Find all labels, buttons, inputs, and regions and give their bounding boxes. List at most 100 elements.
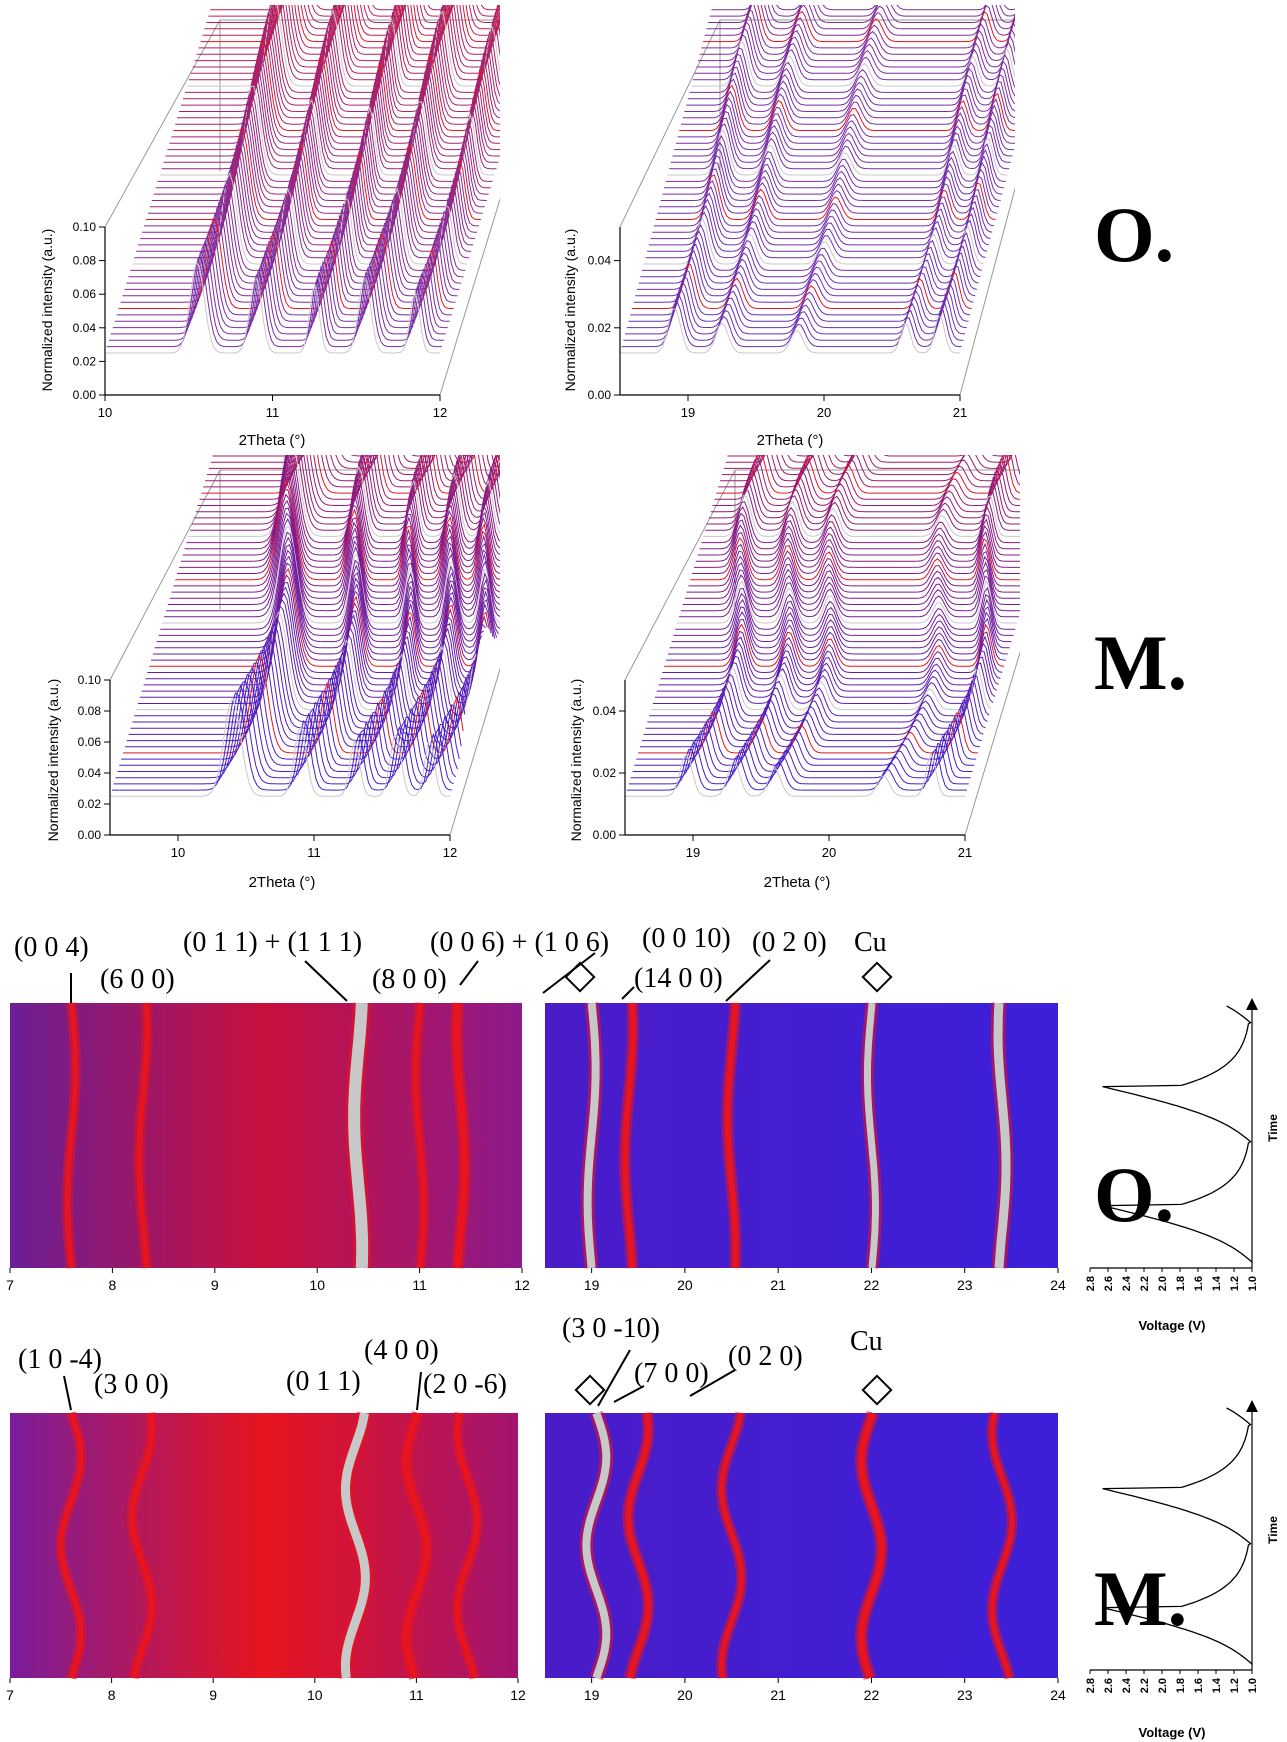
trace [695, 518, 1020, 562]
trace [182, 456, 500, 556]
trace [692, 33, 1015, 81]
y-tick-label: 0.02 [78, 797, 102, 811]
trace [145, 129, 481, 220]
trace [677, 579, 1018, 624]
x-tick-label: 1.2 [1229, 1678, 1241, 1693]
x-axis: 7 8 9 10 11 12 [6, 1268, 530, 1293]
x-tick-label: 21 [770, 1277, 786, 1293]
trace [120, 212, 456, 303]
x-axis-label: 2Theta (°) [764, 874, 831, 891]
x-tick-label: 2.6 [1103, 1678, 1115, 1693]
annot-006-106: (0 0 6) + (1 0 6) [430, 927, 609, 958]
trace [149, 567, 490, 667]
trace [630, 734, 971, 779]
trace [167, 507, 500, 605]
trace [151, 108, 487, 202]
annotations-o-high: (0 0 6) + (1 0 6) (0 0 10) (14 0 0) (0 2… [430, 923, 893, 1002]
annot-700: (7 0 0) [634, 1358, 709, 1389]
annot-020: (0 2 0) [728, 1341, 803, 1372]
trace [173, 488, 500, 587]
x-tick-label: 2.0 [1157, 1276, 1169, 1291]
waterfall-o-high: 2Theta (°) Normalized intensity (a.u.) 1… [565, 5, 1015, 449]
x-axis: 19 20 21 22 23 24 [584, 1678, 1066, 1703]
trace [147, 574, 488, 674]
trace [134, 617, 475, 717]
row-label-m-top: M. [1094, 619, 1188, 706]
trace [142, 141, 477, 233]
x-tick-label: 11 [266, 405, 280, 420]
trace [128, 184, 464, 278]
x-tick-label: 12 [514, 1277, 530, 1293]
x-tick-label: 2.0 [1157, 1678, 1169, 1693]
trace [662, 148, 1003, 195]
trace [664, 623, 1005, 667]
trace [140, 146, 476, 240]
trace [192, 455, 500, 525]
trace [708, 475, 1020, 519]
y-axis-label: Normalized intensity (a.u.) [568, 679, 584, 842]
trace [130, 630, 471, 729]
trace [669, 606, 1010, 649]
x-tick-label: 20 [822, 845, 836, 860]
trace [111, 692, 452, 791]
trace [124, 198, 460, 290]
annot-0010: (0 0 10) [642, 923, 731, 954]
annotations-m-high: (3 0 -10) (7 0 0) (0 2 0) Cu [562, 1313, 893, 1407]
trace [703, 5, 1015, 43]
annot-011: (0 1 1) [286, 1366, 361, 1397]
streak [724, 1002, 739, 1269]
trace [673, 592, 1014, 636]
trace [710, 469, 1020, 513]
streak [136, 1002, 150, 1269]
trace [625, 753, 965, 797]
voltage-m: Voltage (V) Time 2.8 2.6 2.4 2.2 2.0 1.8 1.6 1.… [1085, 1400, 1280, 1740]
trace [163, 70, 499, 163]
back-walls [619, 19, 1015, 396]
annot-20-6: (2 0 -6) [423, 1369, 507, 1400]
x-tick-label: 19 [686, 845, 700, 860]
back-walls [104, 19, 500, 396]
x-tick-label: 1.4 [1211, 1677, 1223, 1693]
trace [665, 134, 1006, 182]
trace [701, 5, 1015, 49]
trace [134, 165, 470, 259]
y-axis-label: Normalized intensity (a.u.) [39, 229, 55, 392]
waterfall-traces [105, 5, 500, 354]
trace [114, 229, 450, 322]
waterfall-traces [625, 455, 1020, 797]
x-tick-label: 2.8 [1085, 1276, 1097, 1291]
diamond-marker [564, 961, 596, 993]
x-tick-label: 1.0 [1247, 1678, 1259, 1693]
trace [190, 5, 500, 74]
trace [144, 135, 480, 227]
waterfall-m-low: 2Theta (°) Normalized intensity (a.u.) 1… [45, 455, 500, 891]
trace [707, 481, 1020, 525]
trace [675, 97, 1015, 144]
trace [682, 72, 1015, 119]
trace [153, 102, 489, 195]
trace [162, 525, 500, 624]
x-axis: 7 8 9 10 11 12 [6, 1678, 526, 1703]
x-tick-label: 2.2 [1139, 1678, 1151, 1693]
trace [696, 21, 1015, 68]
voltage-o: Voltage (V) Time 2.8 2.6 2.4 2.2 2.0 1.8 1.6 1.… [1085, 998, 1280, 1333]
trace [649, 673, 990, 717]
annot-30-10: (3 0 -10) [562, 1313, 660, 1344]
x-tick-label: 8 [108, 1687, 116, 1703]
heatmap-body [10, 1411, 518, 1680]
axes: 10 11 12 0.00 0.02 0.04 0.06 0.08 0.10 [78, 673, 458, 860]
trace [699, 8, 1015, 55]
trace [124, 649, 466, 748]
heatmap-background [10, 1413, 518, 1678]
trace [690, 537, 1020, 581]
streak [454, 1412, 480, 1679]
annot-600: (6 0 0) [100, 964, 175, 995]
trace [632, 729, 973, 773]
y-tick-label: 0.10 [73, 220, 97, 234]
voltage-axes: 2.8 2.6 2.4 2.2 2.0 1.8 1.6 1.4 1.2 1.0 [1085, 998, 1259, 1291]
x-tick-label: 2.2 [1139, 1276, 1151, 1291]
trace [186, 5, 500, 87]
trace [691, 40, 1015, 87]
y-axis-label: Normalized intensity (a.u.) [45, 679, 61, 842]
annot-020: (0 2 0) [752, 927, 827, 958]
